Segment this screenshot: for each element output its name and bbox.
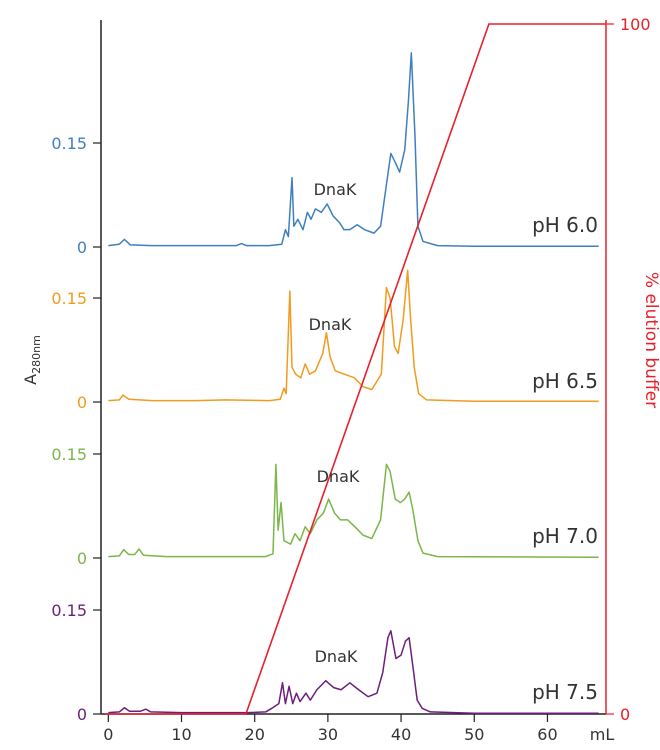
x-tick-label: 10 xyxy=(171,725,191,744)
trace-ph-6-0 xyxy=(108,52,599,248)
y-tick-label: 0.15 xyxy=(51,134,87,153)
panel-label: pH 6.0 xyxy=(532,213,598,237)
panel-label: pH 7.0 xyxy=(532,524,598,548)
x-axis-unit-label: mL xyxy=(590,725,615,744)
traces-layer xyxy=(108,52,599,715)
panel-label: pH 6.5 xyxy=(532,369,598,393)
axes-layer: 0 10 20 30 40 50 60 0 100 0 0.15 0 0.15 0 0.15 0 0.15 xyxy=(51,15,650,744)
y-tick-label: 0.15 xyxy=(51,289,87,308)
y-axis-left-label-main: A xyxy=(21,374,40,385)
elution-gradient-line xyxy=(104,23,606,715)
x-tick-label: 40 xyxy=(391,725,411,744)
x-tick-label: 20 xyxy=(245,725,265,744)
x-tick-label: 30 xyxy=(318,725,338,744)
trace-ph-7-0 xyxy=(108,463,599,559)
labels-layer: pH 6.0 DnaK pH 6.5 DnaK pH 7.0 DnaK pH 7.5 DnaK xyxy=(309,180,598,704)
y-tick-label: 0.15 xyxy=(51,601,87,620)
y-axis-right-label: % elution buffer xyxy=(641,272,660,408)
x-tick-label: 0 xyxy=(103,725,113,744)
trace-ph-6-5 xyxy=(108,269,599,403)
panel-label: pH 7.5 xyxy=(532,680,598,704)
y-axis-left-label: A280nm xyxy=(21,335,43,385)
y-tick-label: 0 xyxy=(77,393,87,412)
y-right-tick-label: 0 xyxy=(620,705,630,724)
trace-ph-7-5 xyxy=(108,630,599,715)
y-tick-label: 0.15 xyxy=(51,445,87,464)
x-tick-label: 60 xyxy=(537,725,557,744)
peak-label-dnak: DnaK xyxy=(315,647,358,666)
gradient-layer xyxy=(104,23,606,715)
peak-label-dnak: DnaK xyxy=(314,180,357,199)
y-tick-label: 0 xyxy=(77,238,87,257)
y-right-tick-label: 100 xyxy=(620,15,651,34)
y-tick-label: 0 xyxy=(77,549,87,568)
x-tick-label: 50 xyxy=(464,725,484,744)
peak-label-dnak: DnaK xyxy=(309,315,352,334)
y-tick-label: 0 xyxy=(77,705,87,724)
peak-label-dnak: DnaK xyxy=(317,467,360,486)
y-axis-left-label-sub: 280nm xyxy=(30,335,43,374)
